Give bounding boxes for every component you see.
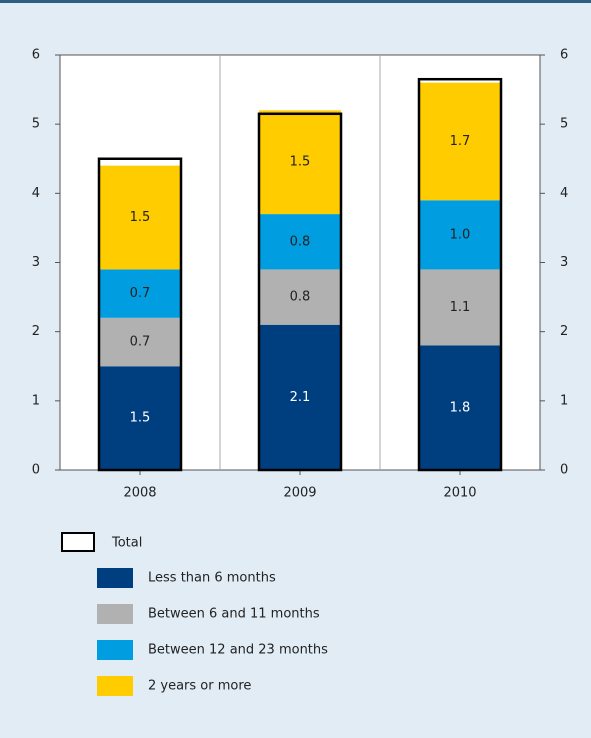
y2-tick-label: 2 bbox=[560, 324, 568, 339]
y-tick-label: 4 bbox=[32, 186, 40, 201]
data-label: 1.0 bbox=[450, 227, 471, 242]
data-label: 0.7 bbox=[130, 335, 151, 350]
y-tick-label: 3 bbox=[32, 255, 40, 270]
y-tick-label: 0 bbox=[32, 463, 40, 478]
bar-segment bbox=[99, 269, 181, 318]
data-label: 1.8 bbox=[450, 400, 471, 415]
y2-tick-label: 4 bbox=[560, 186, 568, 201]
legend-label: Between 6 and 11 months bbox=[148, 607, 320, 622]
total-outline bbox=[417, 77, 503, 472]
legend-swatch bbox=[97, 676, 133, 696]
bar-segment bbox=[419, 82, 501, 201]
bar-segment bbox=[259, 269, 341, 325]
bar-segment bbox=[99, 165, 181, 270]
data-label: 1.1 bbox=[450, 300, 471, 315]
bar-segment bbox=[419, 200, 501, 270]
y-tick-label: 1 bbox=[32, 393, 40, 408]
y-tick-label: 5 bbox=[32, 117, 40, 132]
total-outline bbox=[97, 157, 183, 472]
data-label: 0.8 bbox=[290, 290, 311, 305]
legend-label: Between 12 and 23 months bbox=[148, 643, 328, 658]
y2-tick-label: 5 bbox=[560, 117, 568, 132]
data-label: 2.1 bbox=[290, 390, 311, 405]
y-tick-label: 6 bbox=[32, 48, 40, 63]
bar-segment bbox=[99, 366, 181, 470]
x-tick-label: 2009 bbox=[283, 486, 316, 501]
total-outline bbox=[257, 112, 343, 472]
data-label: 1.5 bbox=[130, 411, 151, 426]
legend-swatch bbox=[61, 532, 95, 552]
bar-segment bbox=[259, 324, 341, 470]
top-rule bbox=[0, 0, 591, 3]
y2-tick-label: 0 bbox=[560, 463, 568, 478]
legend-label: Less than 6 months bbox=[148, 571, 276, 586]
data-label: 0.7 bbox=[130, 286, 151, 301]
data-label: 1.5 bbox=[290, 155, 311, 170]
data-label: 0.8 bbox=[290, 234, 311, 249]
y2-tick-label: 3 bbox=[560, 255, 568, 270]
data-label: 1.5 bbox=[130, 210, 151, 225]
y2-tick-label: 6 bbox=[560, 48, 568, 63]
bar-segment bbox=[419, 269, 501, 346]
y-tick-label: 2 bbox=[32, 324, 40, 339]
bar-segment bbox=[259, 110, 341, 215]
legend-swatch bbox=[97, 640, 133, 660]
data-label: 1.7 bbox=[450, 134, 471, 149]
y2-tick-label: 1 bbox=[560, 393, 568, 408]
x-tick-label: 2008 bbox=[123, 486, 156, 501]
legend-label: 2 years or more bbox=[148, 679, 251, 694]
legend-swatch bbox=[97, 604, 133, 624]
bar-segment bbox=[259, 214, 341, 270]
legend-swatch bbox=[97, 568, 133, 588]
x-tick-label: 2010 bbox=[443, 486, 476, 501]
bar-segment bbox=[99, 317, 181, 367]
bar-segment bbox=[419, 345, 501, 470]
legend-label: Total bbox=[111, 536, 142, 551]
